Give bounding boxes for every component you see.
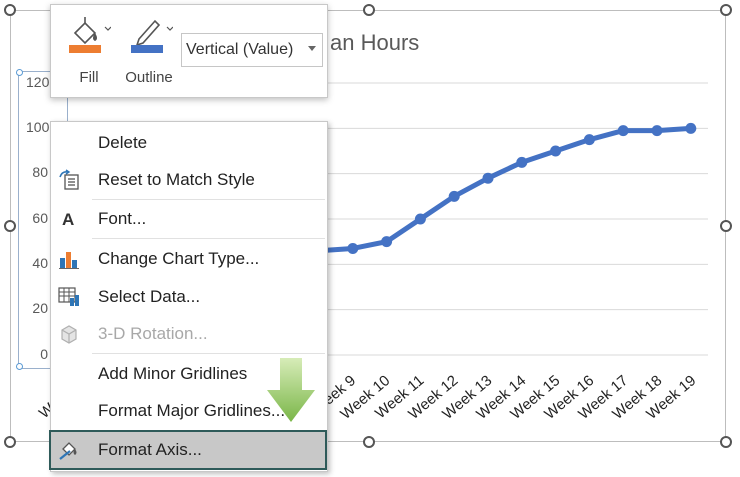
- outline-label: Outline: [125, 69, 173, 86]
- data-point-marker[interactable]: [685, 122, 697, 134]
- menu-item-label: Format Axis...: [98, 440, 202, 459]
- reset-style-icon: [59, 169, 79, 190]
- svg-text:A: A: [62, 210, 74, 229]
- arrow-down-icon: [267, 358, 315, 422]
- font-icon: A: [62, 210, 74, 229]
- y-tick-label: 100: [26, 119, 50, 135]
- data-point-marker[interactable]: [651, 125, 663, 137]
- menu-item-reset-to-match-style[interactable]: Reset to Match Style: [51, 162, 325, 198]
- menu-item-label: Select Data...: [98, 287, 201, 306]
- axis-handle-bottom[interactable]: [16, 363, 23, 370]
- series-line[interactable]: [316, 125, 694, 254]
- paint-bucket-icon: [69, 17, 111, 53]
- y-tick-label: 60: [32, 210, 48, 226]
- data-point-marker[interactable]: [516, 156, 528, 168]
- cube-icon: [61, 325, 77, 344]
- y-tick-label: 20: [32, 300, 48, 316]
- outline-button[interactable]: Outline: [119, 13, 179, 91]
- resize-handle-top-right[interactable]: [720, 4, 732, 16]
- y-tick-label: 0: [40, 346, 48, 362]
- resize-handle-bottom-right[interactable]: [720, 436, 732, 448]
- menu-item-label: Font...: [98, 209, 147, 228]
- data-point-marker[interactable]: [414, 213, 426, 225]
- y-tick-label: 120: [26, 74, 50, 90]
- resize-handle-bottom-left[interactable]: [4, 436, 16, 448]
- select-data-icon: [58, 287, 79, 306]
- menu-separator: [92, 353, 325, 354]
- data-point-marker[interactable]: [550, 145, 562, 157]
- menu-item-label: Format Major Gridlines...: [98, 401, 286, 420]
- menu-item-label: Change Chart Type...: [98, 249, 260, 268]
- data-point-marker[interactable]: [617, 125, 629, 137]
- menu-separator: [92, 238, 325, 239]
- menu-item-label: Reset to Match Style: [98, 170, 255, 189]
- context-menu: Delete Reset to Match Style A Font... Ch…: [49, 121, 328, 472]
- bar-chart-icon: [59, 252, 79, 269]
- format-axis-icon: [59, 442, 77, 460]
- axis-handle-top[interactable]: [16, 69, 23, 76]
- y-tick-label: 40: [32, 255, 48, 271]
- resize-handle-middle-right[interactable]: [720, 220, 732, 232]
- format-mini-toolbar: Fill Outline Vertical (Value): [50, 4, 328, 98]
- menu-separator: [92, 199, 325, 200]
- resize-handle-middle-left[interactable]: [4, 220, 16, 232]
- menu-item-label: Add Minor Gridlines: [98, 364, 248, 383]
- fill-button[interactable]: Fill: [59, 13, 119, 91]
- data-point-marker[interactable]: [583, 134, 595, 146]
- menu-item-label: 3-D Rotation...: [98, 324, 208, 343]
- chart-element-selector[interactable]: Vertical (Value): [181, 33, 323, 67]
- menu-item-select-data[interactable]: Select Data...: [51, 279, 325, 315]
- pencil-outline-icon: [131, 19, 173, 53]
- fill-label: Fill: [79, 69, 99, 86]
- menu-item-format-axis[interactable]: Format Axis...: [49, 430, 327, 470]
- data-point-marker[interactable]: [482, 172, 494, 184]
- data-point-marker[interactable]: [448, 190, 460, 202]
- menu-item-font[interactable]: A Font...: [51, 201, 325, 237]
- y-tick-label: 80: [32, 164, 48, 180]
- menu-item-3d-rotation[interactable]: 3-D Rotation...: [51, 316, 325, 352]
- resize-handle-bottom-middle[interactable]: [363, 436, 375, 448]
- resize-handle-top-left[interactable]: [4, 4, 16, 16]
- menu-item-label: Delete: [98, 133, 148, 152]
- resize-handle-top-middle[interactable]: [363, 4, 375, 16]
- menu-item-add-minor-gridlines[interactable]: Add Minor Gridlines: [51, 356, 325, 392]
- data-point-marker[interactable]: [381, 236, 393, 248]
- data-point-marker[interactable]: [347, 242, 359, 254]
- menu-item-delete[interactable]: Delete: [51, 125, 325, 161]
- chart-title[interactable]: an Hours: [330, 30, 420, 55]
- menu-item-change-chart-type[interactable]: Change Chart Type...: [51, 241, 325, 277]
- menu-item-format-major-gridlines[interactable]: Format Major Gridlines...: [51, 393, 325, 429]
- chevron-down-icon: [308, 46, 316, 51]
- chart-element-selector-value: Vertical (Value): [186, 41, 294, 58]
